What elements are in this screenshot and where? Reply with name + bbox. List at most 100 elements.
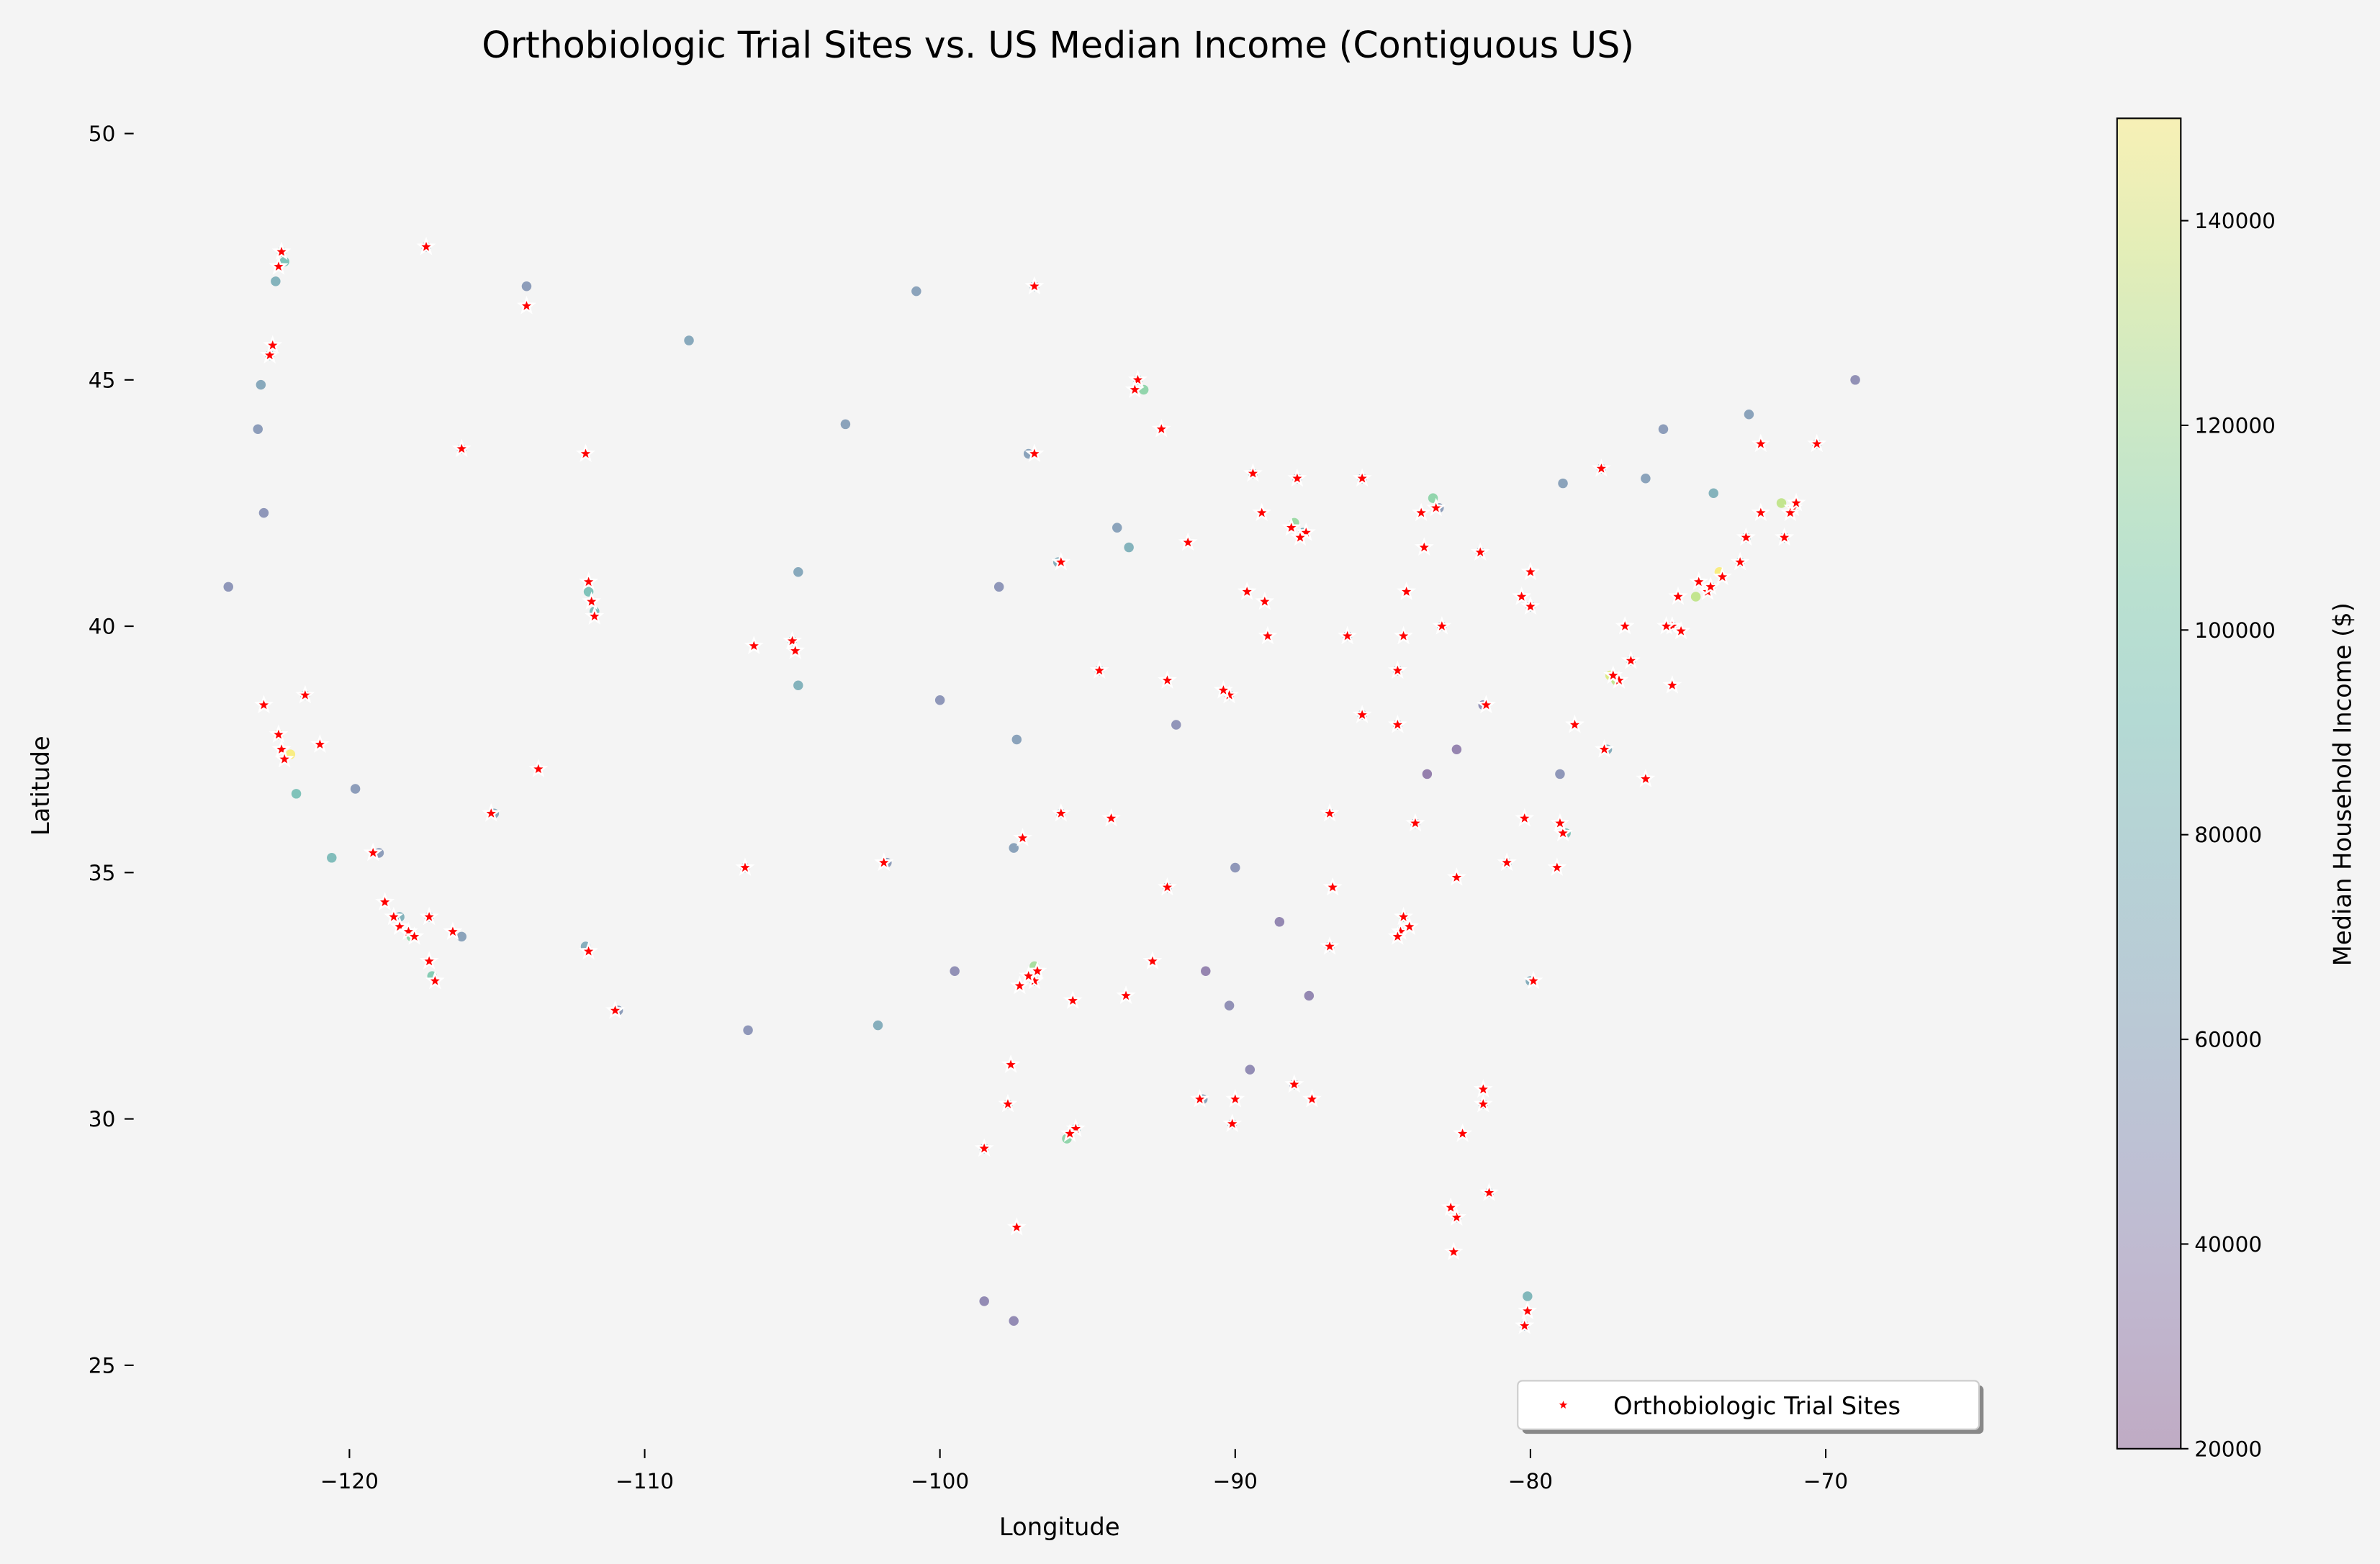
trial-site [1255,591,1275,610]
trial-site [1001,1054,1021,1073]
trial-site [405,926,425,945]
trial-site [1089,660,1109,679]
trial-site [443,921,463,940]
trial-site [1446,867,1466,886]
trial-site [419,951,439,969]
trial-site [1405,813,1425,832]
trial-site [974,1138,994,1157]
income-point [1112,523,1122,533]
income-point [793,680,803,690]
trial-site [1473,1079,1493,1098]
trial-site [1394,625,1414,645]
income-point [350,784,361,794]
income-point [1201,966,1211,976]
colorbar-tick-label: 100000 [2194,618,2276,643]
x-tick-label: −100 [911,1469,969,1493]
trial-site [1414,537,1434,556]
income-point [1304,990,1315,1001]
trial-site [1550,813,1570,832]
trial-site [1225,1089,1245,1108]
trial-site [1730,551,1750,571]
trial-site [605,1000,625,1019]
income-point [1658,424,1669,435]
trial-site [1470,542,1490,561]
colorbar-tick-label: 40000 [2194,1232,2262,1257]
income-point [873,1020,883,1031]
trial-site [1736,527,1756,546]
income-point [793,567,803,577]
income-point [1708,488,1718,498]
trial-site [579,941,599,960]
trial-site [1027,961,1047,980]
trial-site [785,641,806,659]
trial-site [1689,571,1709,590]
trial-site [1287,468,1307,487]
trial-site [1142,951,1163,969]
trial-site [1237,582,1257,600]
income-point [840,419,851,430]
income-point [1230,862,1240,873]
x-tick-label: −70 [1803,1469,1848,1493]
legend-marker [1556,1397,1571,1411]
trial-site [310,734,330,753]
trial-site [1243,463,1263,482]
trial-site [998,1093,1018,1113]
income-point [743,1025,753,1036]
trial-site [576,443,595,462]
income-point [1523,1291,1533,1301]
trial-site [1476,695,1496,714]
trial-site [1222,1113,1243,1132]
trial-site [1603,665,1623,684]
trial-site [1178,532,1198,551]
trial-site [425,970,445,990]
trial-site [1565,714,1585,733]
trial-site [1024,276,1045,295]
trial-site [1281,517,1302,536]
trial-site [1024,443,1045,462]
trial-site [1302,1089,1322,1108]
y-tick-label: 45 [89,368,116,392]
trial-site [1127,369,1148,389]
trial-site [1518,1301,1538,1320]
trial-site [269,256,289,275]
trial-site [1352,705,1372,723]
income-point [1011,734,1022,745]
trial-site [1426,497,1446,517]
colorbar-tick-label: 60000 [2194,1028,2262,1052]
trial-site [1656,615,1677,635]
income-point [684,335,694,345]
trial-site [263,335,283,354]
trial-site [1473,1093,1493,1113]
income-point [521,281,532,291]
trial-site [375,892,395,910]
income-point [1451,744,1462,754]
trial-site [1671,620,1691,640]
trial-site [1553,823,1573,842]
trial-site [744,636,764,654]
income-point [993,582,1004,592]
trial-site [363,842,383,862]
trial-site [1432,615,1452,635]
income-point [253,424,263,435]
trial-site [1700,577,1721,595]
trial-site [1713,566,1732,586]
income-point [1009,1316,1019,1326]
trial-site [1213,679,1233,699]
income-point [1558,478,1568,489]
colorbar-label: Median Household Income ($) [2328,602,2356,966]
trial-site [1523,970,1543,990]
trial-site [1051,551,1071,571]
income-point [223,582,233,592]
income-point [1776,498,1787,508]
legend-box [1517,1380,1980,1430]
trial-site [1497,852,1517,872]
colorbar-tick-label: 80000 [2194,823,2262,847]
trial-site [1515,1315,1535,1334]
trial-site [1399,916,1420,936]
trial-site [517,295,536,315]
trial-site [1636,769,1656,787]
income-point [456,931,466,942]
trial-site [1446,1207,1466,1226]
income-point [934,695,945,705]
